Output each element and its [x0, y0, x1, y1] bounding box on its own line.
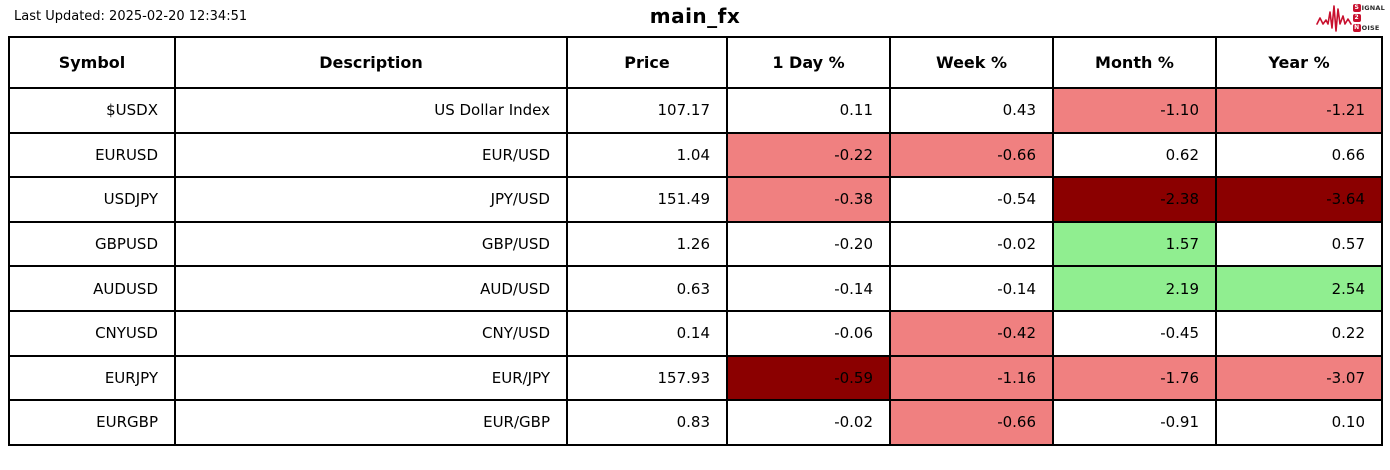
description-cell: EUR/USD — [174, 131, 568, 179]
brand-text-signal: IGNAL — [1361, 4, 1385, 12]
month-pct-cell: -1.76 — [1052, 354, 1217, 402]
year-pct-cell: -1.21 — [1215, 87, 1383, 134]
table-row-eurjpy: EURJPY EUR/JPY 157.93 -0.59 -1.16 -1.76 … — [8, 354, 1383, 402]
year-pct-cell: 0.22 — [1215, 309, 1383, 357]
column-header-description: Description — [174, 36, 568, 89]
brand-chip-2: 2 — [1352, 14, 1361, 22]
fx-table: Symbol Description Price 1 Day % Week % … — [8, 36, 1383, 446]
waveform-icon — [1315, 3, 1356, 33]
week-pct-cell: -0.02 — [889, 220, 1054, 268]
description-cell: EUR/JPY — [174, 354, 568, 402]
year-pct-cell: 0.66 — [1215, 131, 1383, 179]
table-row-eurusd: EURUSD EUR/USD 1.04 -0.22 -0.66 0.62 0.6… — [8, 131, 1383, 179]
price-cell: 0.63 — [566, 265, 728, 312]
table-row-gbpusd: GBPUSD GBP/USD 1.26 -0.20 -0.02 1.57 0.5… — [8, 220, 1383, 268]
brand-row-2: 2 — [1352, 14, 1385, 23]
description-cell: CNY/USD — [174, 309, 568, 357]
year-pct-cell: 0.57 — [1215, 220, 1383, 268]
day-pct-cell: -0.14 — [726, 265, 891, 312]
column-header-week: Week % — [889, 36, 1054, 89]
day-pct-cell: -0.02 — [726, 399, 891, 446]
year-pct-cell: -3.64 — [1215, 176, 1383, 223]
brand-chip-s: S — [1352, 4, 1361, 12]
price-cell: 1.26 — [566, 220, 728, 268]
brand-row-signal: S IGNAL — [1352, 4, 1385, 13]
week-pct-cell: -0.66 — [889, 399, 1054, 446]
day-pct-cell: 0.11 — [726, 87, 891, 134]
year-pct-cell: 0.10 — [1215, 399, 1383, 446]
year-pct-cell: 2.54 — [1215, 265, 1383, 312]
month-pct-cell: 0.62 — [1052, 131, 1217, 179]
price-cell: 1.04 — [566, 131, 728, 179]
symbol-cell: USDJPY — [8, 176, 176, 223]
column-header-price: Price — [566, 36, 728, 89]
symbol-cell: AUDUSD — [8, 265, 176, 312]
table-row-cnyusd: CNYUSD CNY/USD 0.14 -0.06 -0.42 -0.45 0.… — [8, 309, 1383, 357]
price-cell: 0.83 — [566, 399, 728, 446]
day-pct-cell: -0.06 — [726, 309, 891, 357]
column-header-symbol: Symbol — [8, 36, 176, 89]
symbol-cell: $USDX — [8, 87, 176, 134]
month-pct-cell: -2.38 — [1052, 176, 1217, 223]
description-cell: AUD/USD — [174, 265, 568, 312]
last-updated-text: Last Updated: 2025-02-20 12:34:51 — [14, 9, 248, 24]
day-pct-cell: -0.22 — [726, 131, 891, 179]
month-pct-cell: -1.10 — [1052, 87, 1217, 134]
description-cell: US Dollar Index — [174, 87, 568, 134]
month-pct-cell: 1.57 — [1052, 220, 1217, 268]
day-pct-cell: -0.20 — [726, 220, 891, 268]
column-header-month: Month % — [1052, 36, 1217, 89]
signal-2-noise-logo: S IGNAL 2 N OISE — [1315, 2, 1385, 34]
week-pct-cell: 0.43 — [889, 87, 1054, 134]
description-cell: GBP/USD — [174, 220, 568, 268]
brand-row-noise: N OISE — [1352, 24, 1385, 33]
brand-text-noise: OISE — [1361, 24, 1380, 32]
week-pct-cell: -0.54 — [889, 176, 1054, 223]
brand-wordmark: S IGNAL 2 N OISE — [1352, 4, 1385, 33]
symbol-cell: EURJPY — [8, 354, 176, 402]
price-cell: 107.17 — [566, 87, 728, 134]
week-pct-cell: -0.14 — [889, 265, 1054, 312]
brand-chip-n: N — [1352, 24, 1361, 32]
table-row-usdjpy: USDJPY JPY/USD 151.49 -0.38 -0.54 -2.38 … — [8, 176, 1383, 223]
column-header-day: 1 Day % — [726, 36, 891, 89]
description-cell: EUR/GBP — [174, 399, 568, 446]
month-pct-cell: 2.19 — [1052, 265, 1217, 312]
table-row-eurgbp: EURGBP EUR/GBP 0.83 -0.02 -0.66 -0.91 0.… — [8, 399, 1383, 446]
symbol-cell: EURUSD — [8, 131, 176, 179]
page-title: main_fx — [649, 4, 741, 28]
week-pct-cell: -1.16 — [889, 354, 1054, 402]
symbol-cell: GBPUSD — [8, 220, 176, 268]
table-row-audusd: AUDUSD AUD/USD 0.63 -0.14 -0.14 2.19 2.5… — [8, 265, 1383, 312]
symbol-cell: EURGBP — [8, 399, 176, 446]
price-cell: 151.49 — [566, 176, 728, 223]
symbol-cell: CNYUSD — [8, 309, 176, 357]
week-pct-cell: -0.42 — [889, 309, 1054, 357]
month-pct-cell: -0.45 — [1052, 309, 1217, 357]
price-cell: 157.93 — [566, 354, 728, 402]
column-header-year: Year % — [1215, 36, 1383, 89]
week-pct-cell: -0.66 — [889, 131, 1054, 179]
description-cell: JPY/USD — [174, 176, 568, 223]
price-cell: 0.14 — [566, 309, 728, 357]
header-row: Symbol Description Price 1 Day % Week % … — [8, 36, 1383, 89]
day-pct-cell: -0.59 — [726, 354, 891, 402]
month-pct-cell: -0.91 — [1052, 399, 1217, 446]
day-pct-cell: -0.38 — [726, 176, 891, 223]
year-pct-cell: -3.07 — [1215, 354, 1383, 402]
table-row-usdx: $USDX US Dollar Index 107.17 0.11 0.43 -… — [8, 87, 1383, 134]
